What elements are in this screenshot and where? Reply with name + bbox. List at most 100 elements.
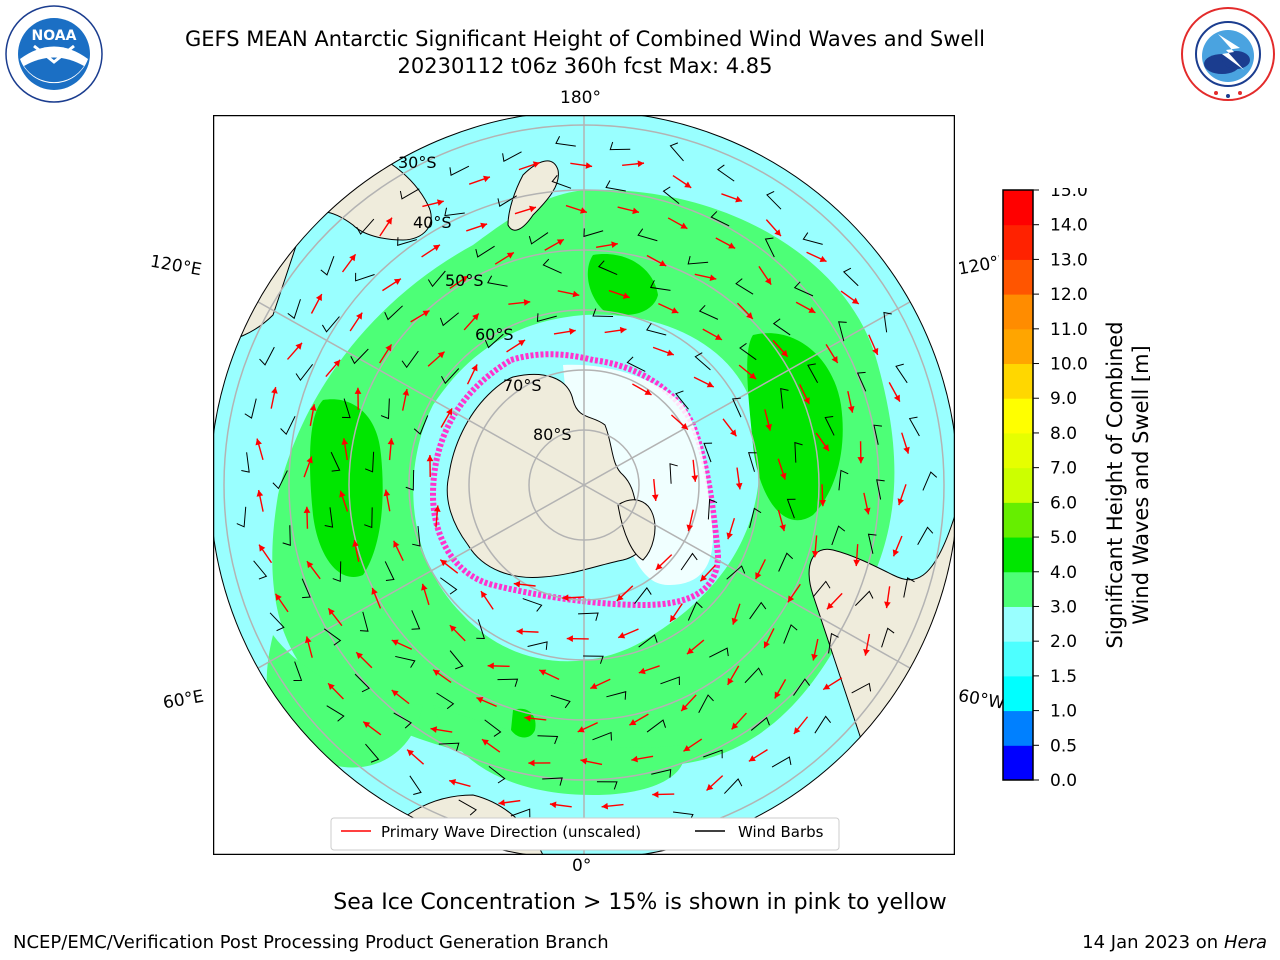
wave-direction-arrowhead — [822, 444, 829, 452]
wave-direction-arrowhead — [518, 340, 526, 347]
wave-direction-arrowhead — [275, 593, 282, 601]
colorbar-swatch — [1003, 467, 1033, 503]
wind-barb — [831, 525, 846, 546]
wind-barb — [710, 211, 730, 227]
colorbar-tick-label: 0.0 — [1050, 771, 1077, 788]
wave-direction-arrowhead — [480, 222, 488, 230]
wind-barb — [497, 678, 519, 687]
wind-barb — [772, 318, 791, 336]
wave-direction-arrowhead — [449, 778, 457, 786]
wind-barb — [522, 598, 543, 612]
wind-barb — [323, 628, 342, 646]
wind-barb — [750, 716, 770, 731]
wave-direction-arrowhead — [295, 342, 303, 350]
wind-barb — [802, 232, 823, 245]
wind-barb — [537, 735, 559, 745]
wind-barb — [359, 611, 369, 632]
lon-label-60e: 60°E — [161, 686, 206, 714]
wind-barb — [542, 258, 562, 274]
wind-barb — [698, 304, 719, 320]
wind-barb — [807, 363, 819, 384]
wave-direction-arrowhead — [363, 721, 371, 729]
wave-direction-arrowhead — [385, 344, 392, 352]
wave-direction-arrowhead — [391, 639, 399, 646]
credit-text: NCEP/EMC/Verification Post Processing Pr… — [13, 932, 609, 953]
noaa-logo-text: NOAA — [32, 28, 77, 44]
wave-direction-arrowhead — [528, 759, 535, 767]
wind-barb — [669, 142, 684, 162]
wave-direction-arrowhead — [847, 405, 855, 413]
wave-direction-arrowhead — [487, 662, 494, 670]
wave-direction-arrowhead — [433, 669, 441, 677]
wave-direction-arrowhead — [631, 755, 638, 763]
wind-barb — [854, 590, 874, 607]
colorbar-label-line2: Wind Waves and Swell [m] — [1129, 345, 1150, 625]
colorbar-tick-label: 8.0 — [1050, 424, 1077, 444]
wind-barb — [484, 719, 502, 737]
wind-barb — [393, 712, 412, 729]
wave-direction-arrowhead — [709, 274, 717, 282]
colorbar-swatch — [1003, 571, 1033, 607]
wind-barb — [439, 312, 459, 327]
wave-direction-arrowhead — [731, 722, 739, 730]
wave-direction-arrowhead — [562, 594, 569, 602]
wave-direction-arrowhead — [430, 726, 438, 733]
lat-label-80s: 80°S — [533, 425, 572, 444]
colorbar-tick-label: 7.0 — [1050, 459, 1077, 479]
wave-direction-arrowhead — [680, 222, 688, 229]
wind-barb — [605, 180, 626, 192]
colorbar-swatch — [1003, 675, 1033, 712]
wind-barb — [399, 188, 420, 200]
wind-barb — [838, 469, 849, 491]
wind-barb — [881, 627, 895, 648]
sea-ice-edge — [429, 351, 722, 609]
wave-direction-arrowhead — [393, 540, 400, 548]
wind-barb — [583, 655, 604, 664]
wave-direction-arrowhead — [629, 719, 637, 726]
wind-barb — [355, 272, 375, 282]
new-zealand-land — [507, 160, 559, 231]
wind-barb — [597, 260, 618, 276]
colorbar-tick-label: 1.0 — [1050, 702, 1077, 722]
wave-direction-arrowhead — [763, 641, 770, 649]
wave-direction-arrowhead — [632, 207, 639, 215]
wave-direction-arrowhead — [387, 438, 395, 445]
wind-barb — [542, 777, 563, 786]
wind-barb — [528, 232, 549, 245]
wind-barb — [724, 778, 743, 794]
wave-direction-arrowhead — [516, 628, 523, 635]
wave-direction-arrowhead — [700, 574, 708, 582]
wind-barb — [527, 641, 548, 650]
wave-direction-arrowhead — [735, 482, 743, 490]
wind-barb — [687, 601, 703, 621]
chart-title: GEFS MEAN Antarctic Significant Height o… — [184, 27, 986, 51]
wind-barb — [824, 415, 835, 436]
wind-barb — [838, 321, 847, 342]
colorbar: 0.0 0.5 1.0 1.5 2.0 3.0 4.0 5.0 6.0 7.0 8.0 9.0 10.0… — [1002, 188, 1150, 788]
colorbar-label-line1: Significant Height of Combined — [1103, 321, 1127, 648]
wave-direction-arrowhead — [619, 326, 627, 334]
wind-barb — [280, 416, 296, 436]
vector-field — [236, 136, 938, 833]
wave-direction-arrowhead — [618, 632, 626, 639]
wave-direction-arrowhead — [651, 494, 659, 501]
wave-direction-arrowhead — [476, 697, 484, 704]
wave-direction-arrowhead — [831, 356, 838, 364]
wind-barb — [638, 634, 658, 648]
wind-barb — [342, 398, 351, 419]
wave-direction-arrowhead — [371, 587, 378, 595]
wind-barb — [703, 442, 713, 463]
wave-direction-arrowhead — [460, 275, 468, 283]
wind-barb — [436, 692, 455, 710]
wind-barb — [412, 526, 421, 547]
wave-direction-arrowhead — [480, 591, 488, 599]
wind-barb — [550, 694, 571, 709]
colorbar-swatch — [1003, 641, 1033, 677]
wave-direction-arrowhead — [328, 683, 335, 691]
antarctica-land — [446, 373, 650, 579]
wave-direction-arrowhead — [903, 446, 910, 454]
wave-direction-arrowhead — [884, 601, 891, 609]
wave-direction-arrowhead — [652, 791, 659, 798]
wave-direction-arrowhead — [328, 608, 335, 616]
wave-direction-arrowhead — [577, 726, 585, 733]
